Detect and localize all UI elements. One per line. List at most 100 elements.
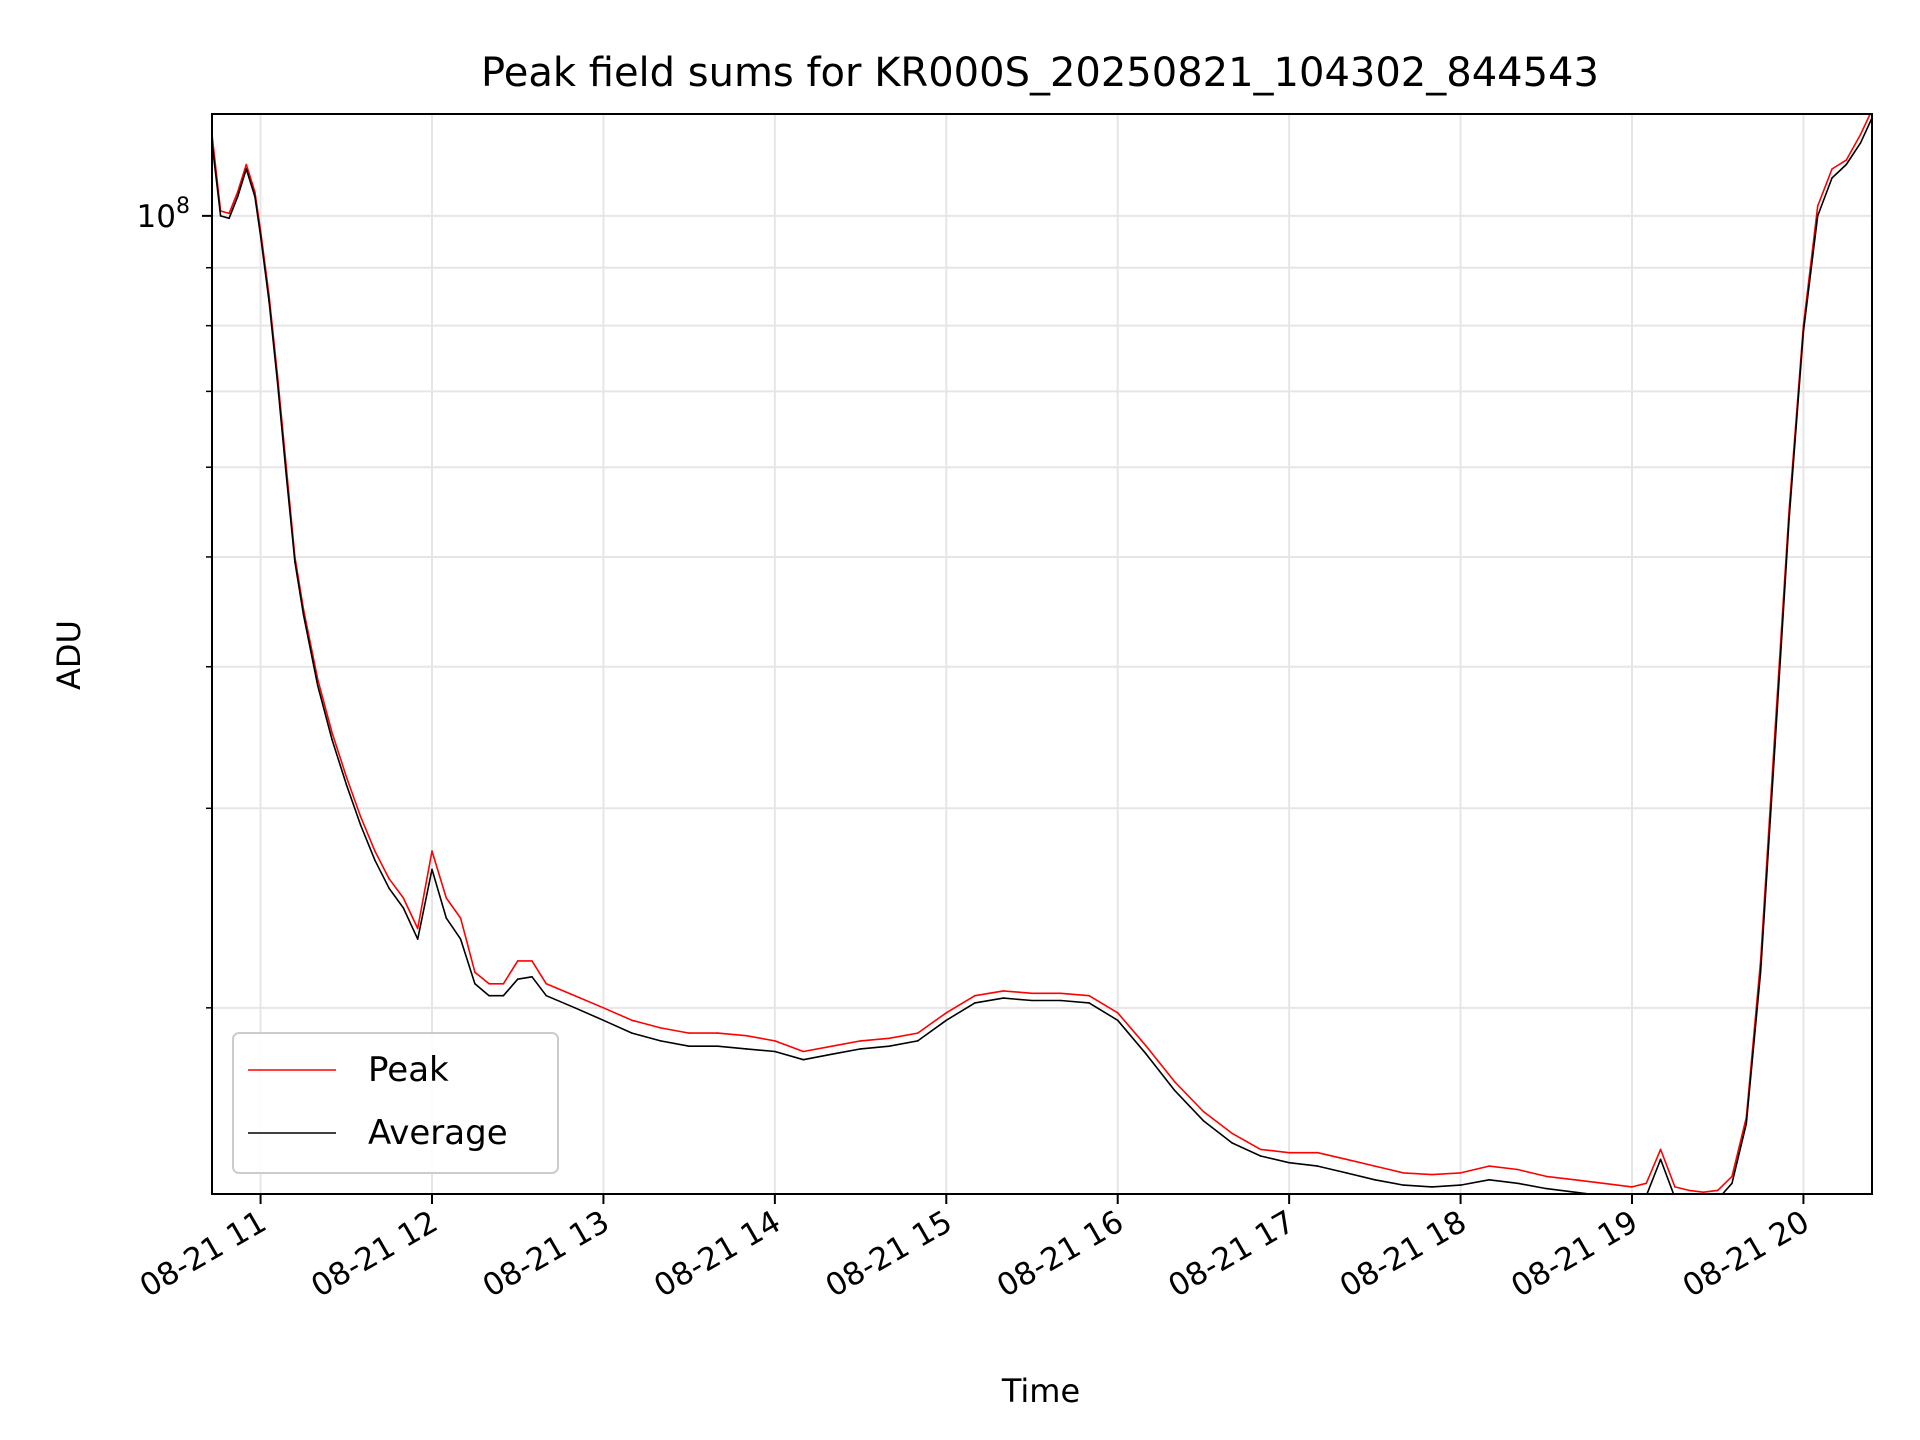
data-point-average xyxy=(602,1019,605,1022)
data-point-average xyxy=(1145,1053,1148,1055)
data-point-peak xyxy=(254,191,256,193)
series-line-peak xyxy=(212,114,1872,1193)
data-point-peak xyxy=(631,1019,633,1022)
data-point-average xyxy=(1774,745,1776,748)
data-point-peak xyxy=(545,983,548,985)
data-point-average xyxy=(859,1048,862,1050)
data-point-average xyxy=(474,983,476,985)
data-point-peak xyxy=(1631,1186,1633,1188)
data-point-average xyxy=(1002,997,1005,999)
data-point-average xyxy=(1459,1184,1462,1186)
data-point-average xyxy=(294,561,296,563)
data-point-average xyxy=(228,217,230,220)
data-point-average xyxy=(388,887,390,890)
data-point-peak xyxy=(1645,1182,1648,1185)
data-point-average xyxy=(316,684,319,687)
data-point-peak xyxy=(688,1032,690,1034)
data-point-average xyxy=(774,1050,776,1053)
data-point-average xyxy=(374,859,376,861)
data-point-peak xyxy=(1845,159,1848,161)
data-point-average xyxy=(1574,1191,1576,1193)
data-point-average xyxy=(716,1045,719,1047)
data-point-peak xyxy=(802,1050,805,1053)
data-point-peak xyxy=(431,850,433,852)
data-point-average xyxy=(402,907,405,909)
data-point-peak xyxy=(1174,1081,1176,1083)
data-point-peak xyxy=(1545,1175,1548,1178)
data-point-peak xyxy=(1659,1148,1662,1151)
data-point-peak xyxy=(1488,1165,1490,1167)
data-point-peak xyxy=(659,1027,662,1029)
data-point-peak xyxy=(831,1045,833,1047)
data-point-peak xyxy=(502,983,505,985)
data-point-average xyxy=(516,978,519,980)
data-point-peak xyxy=(374,850,376,852)
data-point-peak xyxy=(745,1034,748,1037)
data-point-average xyxy=(802,1058,805,1061)
data-point-peak xyxy=(716,1032,719,1034)
data-point-peak xyxy=(602,1007,605,1009)
data-point-average xyxy=(1374,1179,1376,1181)
data-point-average xyxy=(245,168,248,170)
data-point-peak xyxy=(1259,1148,1262,1151)
data-point-peak xyxy=(1516,1168,1519,1171)
data-point-peak xyxy=(1374,1165,1376,1167)
data-point-average xyxy=(1859,142,1862,144)
data-point-average xyxy=(1516,1182,1519,1185)
data-point-average xyxy=(745,1048,748,1050)
data-point-average xyxy=(1088,1002,1090,1004)
data-point-average xyxy=(1031,999,1033,1002)
data-point-peak xyxy=(888,1037,890,1040)
data-point-peak xyxy=(1345,1158,1348,1161)
data-point-average xyxy=(1788,518,1790,520)
data-point-peak xyxy=(916,1032,919,1034)
data-point-average xyxy=(416,938,419,940)
data-point-peak xyxy=(1402,1172,1405,1174)
data-point-peak xyxy=(516,960,519,962)
data-point-peak xyxy=(1731,1175,1733,1178)
data-point-average xyxy=(268,300,270,303)
series-layer xyxy=(212,114,1872,1194)
data-point-average xyxy=(945,1019,948,1022)
data-point-average xyxy=(916,1040,919,1042)
series-line-average xyxy=(212,117,1872,1194)
data-point-average xyxy=(1831,177,1833,179)
data-point-average xyxy=(1488,1179,1490,1181)
legend-label-peak: Peak xyxy=(368,1050,449,1090)
data-point-average xyxy=(1259,1155,1262,1157)
data-point-peak xyxy=(1231,1132,1233,1135)
data-point-peak xyxy=(1002,990,1005,992)
x-axis-label: Time xyxy=(1001,1372,1080,1410)
data-point-average xyxy=(1659,1158,1662,1161)
data-point-peak xyxy=(1688,1189,1690,1192)
data-point-average xyxy=(345,783,348,786)
data-point-average xyxy=(445,917,448,919)
data-point-average xyxy=(659,1040,662,1042)
data-point-average xyxy=(1731,1182,1733,1185)
chart-title: Peak field sums for KR000S_20250821_1043… xyxy=(481,50,1599,96)
data-point-average xyxy=(1759,971,1762,973)
data-point-average xyxy=(531,976,533,978)
data-point-peak xyxy=(459,917,462,919)
data-point-peak xyxy=(974,994,976,997)
data-point-average xyxy=(236,195,239,198)
data-point-average xyxy=(1845,163,1848,166)
data-point-peak xyxy=(1831,168,1833,170)
data-point-peak xyxy=(945,1012,948,1014)
data-point-peak xyxy=(388,877,390,880)
data-point-peak xyxy=(474,971,476,973)
plot-frame xyxy=(211,113,1873,1195)
data-point-average xyxy=(1802,331,1805,333)
data-point-average xyxy=(888,1045,890,1047)
data-point-average xyxy=(1431,1186,1433,1188)
data-point-peak xyxy=(331,731,333,734)
data-point-peak xyxy=(359,815,362,818)
data-point-peak xyxy=(1674,1186,1676,1188)
legend: Peak Average xyxy=(232,1032,559,1174)
data-point-average xyxy=(259,235,262,237)
data-point-average xyxy=(1231,1142,1233,1144)
data-point-average xyxy=(1316,1165,1319,1167)
data-point-peak xyxy=(1145,1045,1148,1047)
